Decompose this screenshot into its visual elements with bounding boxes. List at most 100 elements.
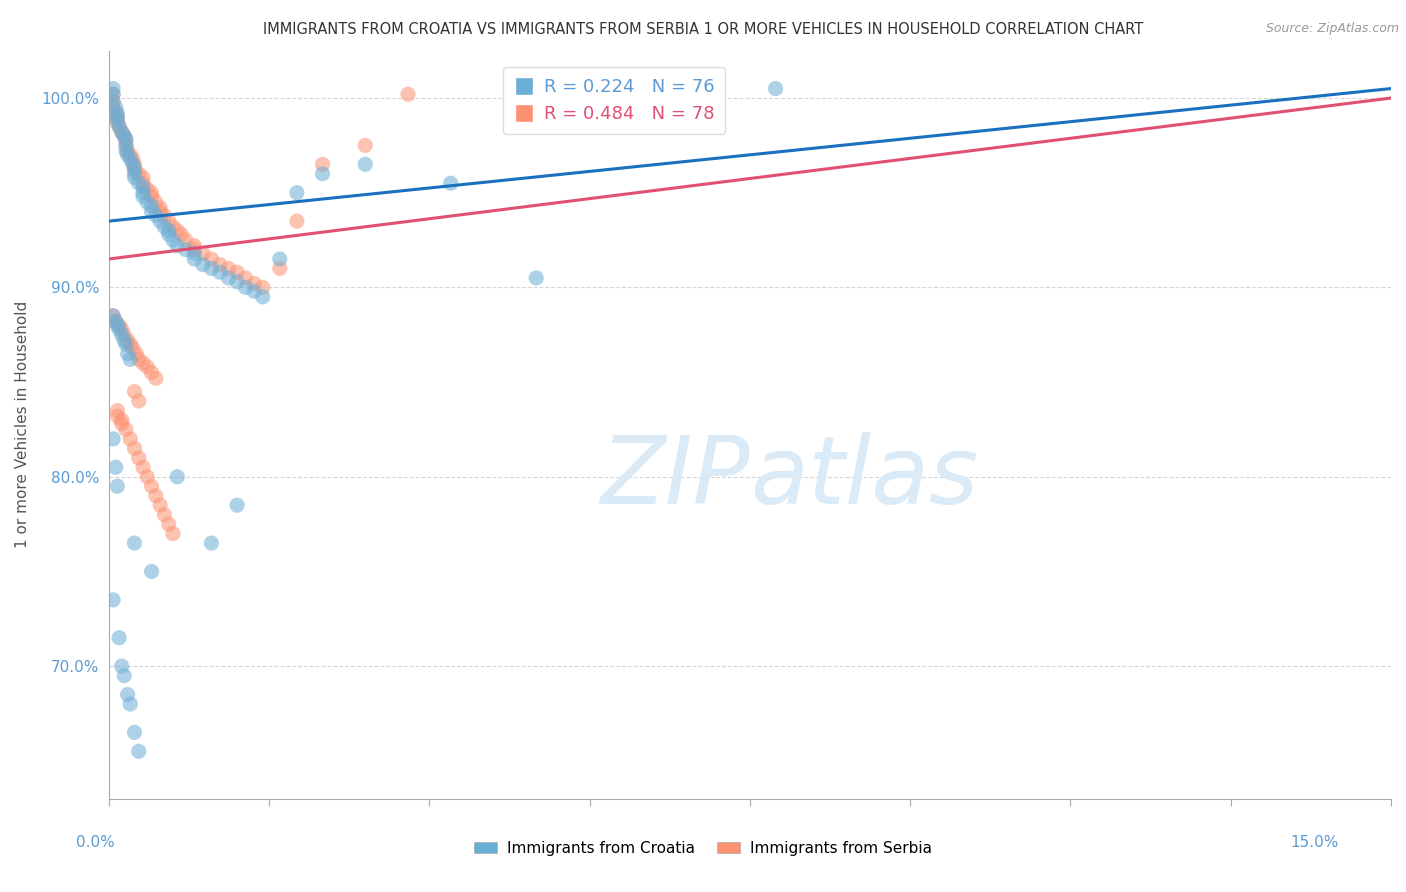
Point xyxy=(149,498,172,512)
Point xyxy=(101,309,124,323)
Point xyxy=(121,157,143,171)
Point xyxy=(141,565,163,579)
Point xyxy=(162,526,184,541)
Point xyxy=(105,110,128,124)
Point xyxy=(141,204,163,219)
Point xyxy=(112,128,135,143)
Point xyxy=(111,125,134,139)
Point xyxy=(124,442,146,456)
Point xyxy=(136,195,159,210)
Point xyxy=(104,314,127,328)
Point xyxy=(111,417,134,431)
Point xyxy=(128,352,150,367)
Point xyxy=(183,243,205,257)
Point xyxy=(120,697,142,711)
Point xyxy=(311,157,333,171)
Point xyxy=(120,337,142,351)
Point xyxy=(115,138,138,153)
Point xyxy=(226,275,249,289)
Point xyxy=(101,87,124,102)
Point xyxy=(120,352,142,367)
Text: ZIP: ZIP xyxy=(600,432,749,523)
Text: 15.0%: 15.0% xyxy=(1291,836,1339,850)
Point xyxy=(124,163,146,178)
Point xyxy=(149,201,172,215)
Point xyxy=(101,309,124,323)
Text: atlas: atlas xyxy=(749,432,979,523)
Point xyxy=(226,265,249,279)
Point xyxy=(112,327,135,342)
Point xyxy=(157,227,180,242)
Point xyxy=(141,366,163,380)
Point xyxy=(153,219,176,234)
Point xyxy=(115,133,138,147)
Point xyxy=(191,258,214,272)
Point xyxy=(124,725,146,739)
Point xyxy=(128,450,150,465)
Point xyxy=(252,290,274,304)
Point xyxy=(105,113,128,128)
Point xyxy=(166,224,188,238)
Point xyxy=(115,144,138,158)
Point xyxy=(174,233,197,247)
Point xyxy=(101,592,124,607)
Point xyxy=(101,432,124,446)
Point xyxy=(226,498,249,512)
Point xyxy=(285,186,308,200)
Point xyxy=(121,341,143,355)
Point xyxy=(136,182,159,196)
Point xyxy=(440,176,463,190)
Point xyxy=(117,334,139,348)
Point xyxy=(117,148,139,162)
Point xyxy=(108,631,131,645)
Point xyxy=(132,189,155,203)
Point xyxy=(208,258,231,272)
Point xyxy=(235,271,257,285)
Point xyxy=(354,138,377,153)
Point xyxy=(243,277,266,291)
Point xyxy=(105,106,128,120)
Point xyxy=(124,157,146,171)
Point xyxy=(162,219,184,234)
Point xyxy=(132,460,155,475)
Point xyxy=(115,133,138,147)
Point xyxy=(145,209,167,223)
Point xyxy=(183,246,205,260)
Point xyxy=(311,167,333,181)
Text: 0.0%: 0.0% xyxy=(76,836,115,850)
Point xyxy=(145,371,167,385)
Point xyxy=(124,536,146,550)
Point xyxy=(105,318,128,333)
Point xyxy=(166,238,188,252)
Point xyxy=(141,479,163,493)
Point xyxy=(105,403,128,417)
Point xyxy=(149,214,172,228)
Point xyxy=(111,327,134,342)
Point xyxy=(111,659,134,673)
Point xyxy=(112,334,135,348)
Point xyxy=(124,384,146,399)
Point xyxy=(183,252,205,266)
Point xyxy=(104,314,127,328)
Legend: Immigrants from Croatia, Immigrants from Serbia: Immigrants from Croatia, Immigrants from… xyxy=(468,835,938,862)
Point xyxy=(120,432,142,446)
Point xyxy=(200,252,222,266)
Point xyxy=(124,167,146,181)
Point xyxy=(191,246,214,260)
Point xyxy=(105,409,128,424)
Point xyxy=(104,460,127,475)
Point xyxy=(101,81,124,95)
Point xyxy=(105,110,128,124)
Point xyxy=(153,209,176,223)
Point xyxy=(524,271,547,285)
Point xyxy=(125,346,148,360)
Point xyxy=(117,688,139,702)
Point xyxy=(396,87,419,102)
Point xyxy=(112,668,135,682)
Point xyxy=(208,265,231,279)
Text: Source: ZipAtlas.com: Source: ZipAtlas.com xyxy=(1265,22,1399,36)
Point xyxy=(132,356,155,370)
Point xyxy=(105,115,128,129)
Point xyxy=(252,280,274,294)
Point xyxy=(111,413,134,427)
